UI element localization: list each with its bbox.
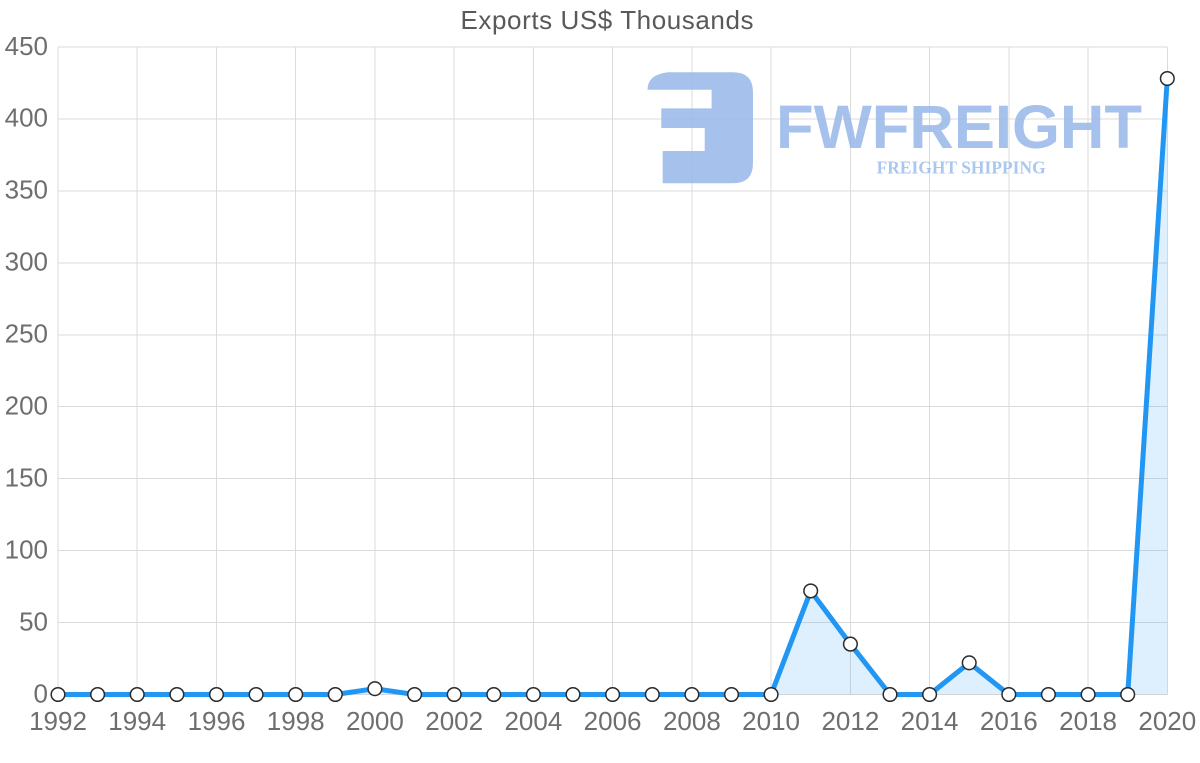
svg-text:250: 250: [5, 319, 48, 349]
svg-text:1994: 1994: [108, 706, 166, 736]
svg-text:2020: 2020: [1138, 706, 1196, 736]
svg-text:300: 300: [5, 247, 48, 277]
svg-text:1996: 1996: [188, 706, 246, 736]
svg-text:2010: 2010: [742, 706, 800, 736]
svg-text:1992: 1992: [29, 706, 87, 736]
svg-text:2018: 2018: [1059, 706, 1117, 736]
svg-text:350: 350: [5, 175, 48, 205]
svg-text:2014: 2014: [901, 706, 959, 736]
svg-text:Exports US$ Thousands: Exports US$ Thousands: [461, 5, 754, 35]
svg-text:0: 0: [34, 678, 48, 708]
svg-text:2012: 2012: [821, 706, 879, 736]
svg-text:400: 400: [5, 103, 48, 133]
svg-text:FWFREIGHT: FWFREIGHT: [776, 93, 1142, 161]
svg-text:1998: 1998: [267, 706, 325, 736]
svg-text:2006: 2006: [584, 706, 642, 736]
svg-text:50: 50: [19, 606, 48, 636]
svg-text:2002: 2002: [425, 706, 483, 736]
svg-text:2016: 2016: [980, 706, 1038, 736]
svg-text:100: 100: [5, 534, 48, 564]
svg-text:2000: 2000: [346, 706, 404, 736]
svg-text:150: 150: [5, 463, 48, 493]
svg-text:2008: 2008: [663, 706, 721, 736]
svg-text:2004: 2004: [504, 706, 562, 736]
svg-text:FREIGHT SHIPPING: FREIGHT SHIPPING: [877, 158, 1046, 178]
svg-text:450: 450: [5, 31, 48, 61]
svg-text:200: 200: [5, 391, 48, 421]
